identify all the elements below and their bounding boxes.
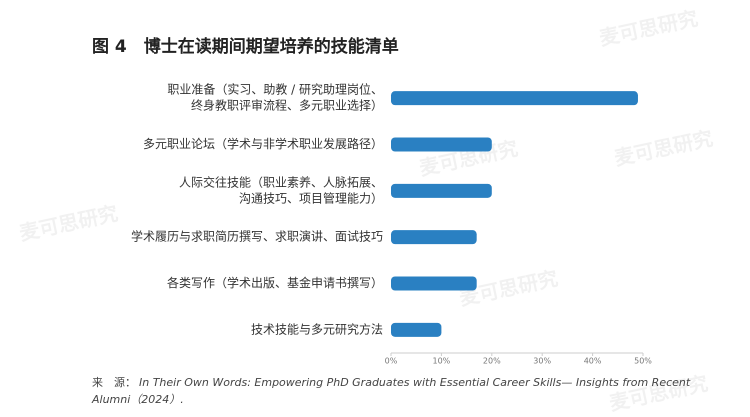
x-tick-label: 50% <box>634 357 652 366</box>
bar <box>391 322 442 337</box>
source-label: 来 源： <box>92 375 136 389</box>
y-tick-label: 技术技能与多元研究方法 <box>251 321 383 336</box>
y-tick-label: 人际交往技能（职业素养、人脉拓展、 <box>179 174 383 189</box>
bar <box>391 230 477 245</box>
x-tick-label: 0% <box>385 357 398 366</box>
bar <box>391 91 638 106</box>
x-tick-label: 40% <box>584 357 602 366</box>
watermark: 麦可思研究 <box>17 201 120 245</box>
chart-title: 图 4 博士在读期间期望培养的技能清单 <box>92 36 399 57</box>
bar <box>391 137 492 152</box>
y-tick-label: 终身教职评审流程、多元职业选择） <box>191 98 383 113</box>
x-tick-label: 10% <box>433 357 451 366</box>
y-tick-label: 学术履历与求职简历撰写、求职演讲、面试技巧 <box>131 229 383 244</box>
x-tick-label: 30% <box>533 357 551 366</box>
bar <box>391 276 477 291</box>
y-tick-label: 各类写作（学术出版、基金申请书撰写） <box>167 275 383 290</box>
watermark: 麦可思研究 <box>597 6 700 50</box>
y-tick-label: 沟通技巧、项目管理能力） <box>239 190 383 205</box>
source-text: Alumni（2024）. <box>91 393 184 406</box>
y-tick-label: 职业准备（实习、助教 / 研究助理岗位、 <box>167 82 383 97</box>
bar <box>391 183 492 198</box>
y-tick-label: 多元职业论坛（学术与非学术职业发展路径） <box>143 136 383 151</box>
x-tick-label: 20% <box>483 357 501 366</box>
source-text: In Their Own Words: Empowering PhD Gradu… <box>139 376 691 389</box>
watermark: 麦可思研究 <box>612 126 715 170</box>
